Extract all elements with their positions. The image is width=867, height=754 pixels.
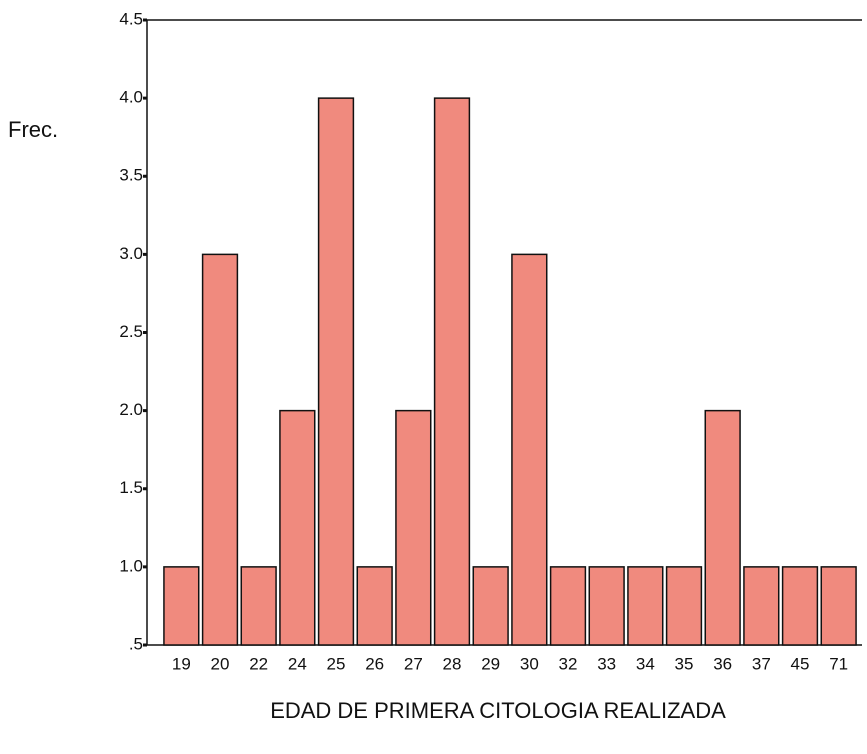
y-axis-title: Frec. <box>8 117 58 142</box>
x-tick-label: 26 <box>365 654 384 673</box>
bar <box>743 566 780 646</box>
y-tick-label: 3.5 <box>119 166 143 185</box>
y-tick-label: 1.5 <box>119 478 143 497</box>
x-tick-label: 71 <box>829 654 848 673</box>
bar <box>781 566 819 646</box>
x-tick-label: 35 <box>675 654 694 673</box>
bar <box>201 253 239 646</box>
bar <box>472 566 509 646</box>
bar <box>433 97 471 646</box>
x-tick-label: 29 <box>481 654 500 673</box>
y-tick-label: 4.5 <box>119 9 143 28</box>
y-tick-label: 3.0 <box>119 244 143 263</box>
x-tick-label: 24 <box>288 654 307 673</box>
bar <box>356 566 393 646</box>
bar <box>588 566 625 646</box>
bar <box>549 566 587 646</box>
bar <box>704 409 741 646</box>
x-tick-label: 30 <box>520 654 539 673</box>
bar <box>627 566 664 646</box>
bar <box>820 566 857 646</box>
x-tick-label: 28 <box>443 654 462 673</box>
y-tick-label: 4.0 <box>119 88 143 107</box>
x-tick-label: 19 <box>172 654 191 673</box>
y-tick-label: 1.0 <box>119 556 143 575</box>
x-tick-label: 34 <box>636 654 655 673</box>
y-tick-label: 2.5 <box>119 322 143 341</box>
bar <box>163 566 200 646</box>
x-tick-label: 25 <box>327 654 346 673</box>
bar <box>395 409 432 646</box>
x-tick-label: 45 <box>791 654 810 673</box>
x-tick-label: 37 <box>752 654 771 673</box>
x-tick-label: 27 <box>404 654 423 673</box>
x-tick-label: 36 <box>713 654 732 673</box>
bar <box>665 566 703 646</box>
y-tick-label: 2.0 <box>119 400 143 419</box>
bar <box>279 409 316 646</box>
x-tick-label: 22 <box>249 654 268 673</box>
bar <box>317 97 355 646</box>
bar <box>511 253 548 646</box>
bar <box>240 566 277 646</box>
y-tick-label: .5 <box>129 634 143 653</box>
x-tick-label: 20 <box>211 654 230 673</box>
x-tick-label: 33 <box>597 654 616 673</box>
x-axis-title: EDAD DE PRIMERA CITOLOGIA REALIZADA <box>270 698 726 723</box>
x-tick-label: 32 <box>559 654 578 673</box>
